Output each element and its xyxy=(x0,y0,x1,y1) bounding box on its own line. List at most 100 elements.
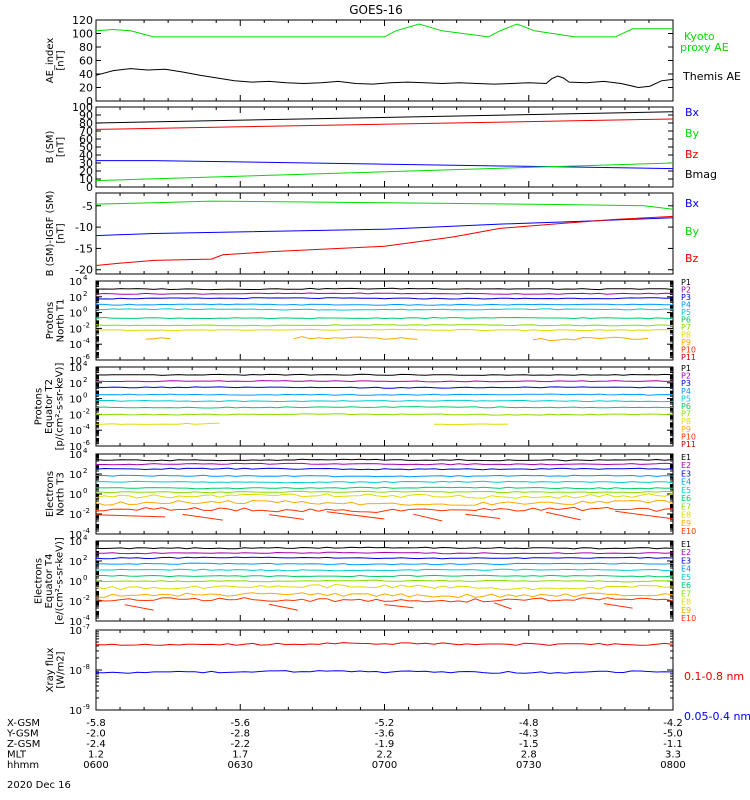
ytick-label: 0 xyxy=(86,95,93,108)
panel-xray-frame xyxy=(95,629,674,711)
electrons_t3-series-e10 xyxy=(95,506,674,514)
electrons_t3-e10-fragment xyxy=(615,510,674,520)
row-x-gsm-value: -4.8 xyxy=(519,718,539,729)
ytick-label: 10 xyxy=(69,510,82,521)
protons_t2-ylabel-1: Equator T2 xyxy=(44,379,55,434)
ytick-label: 10 xyxy=(69,442,82,453)
legend-electrons_t4-e5: E5 xyxy=(681,573,691,582)
protons_t2-series-p2 xyxy=(95,380,674,383)
xray-series-1 xyxy=(95,670,674,674)
legend-electrons_t3-e1: E1 xyxy=(681,453,691,462)
row-mlt-value: 1.7 xyxy=(232,750,248,761)
bsm-ylabel-1: [nT] xyxy=(55,137,66,157)
ytick-label: 10 xyxy=(69,470,82,481)
electrons_t4-series-e8 xyxy=(95,583,674,591)
ytick-label: 10 xyxy=(69,379,82,390)
legend-protons_t1-p9: P9 xyxy=(681,338,691,347)
electrons_t4-e10-fragment xyxy=(124,604,154,611)
legend-protons_t1-p4: P4 xyxy=(681,301,691,310)
legend-protons_t2-p7: P7 xyxy=(681,410,691,419)
electrons_t3-e10-fragment xyxy=(465,513,500,519)
protons_t1-series-p3 xyxy=(95,297,674,300)
legend-xray-long: 0.1-0.8 nm xyxy=(684,670,744,683)
legend-bigrf-bx: Bx xyxy=(685,197,700,210)
row-z-gsm-value: -2.2 xyxy=(230,739,250,750)
protons_t1-series-p1 xyxy=(95,287,674,291)
row-y-gsm-value: -2.8 xyxy=(230,729,250,740)
panel-ae-frame xyxy=(95,19,674,102)
ytick-label: 100 xyxy=(72,101,93,114)
electrons_t4-series-e7 xyxy=(95,579,674,583)
electrons_t3-series-e6 xyxy=(95,486,674,490)
legend-electrons_t4-e3: E3 xyxy=(681,556,691,565)
ytick-exponent: -6 xyxy=(83,353,91,361)
protons_t2-series-p5 xyxy=(95,399,674,403)
electrons_t4-series-e2 xyxy=(95,551,674,555)
ytick-label: 10 xyxy=(69,490,82,501)
ae-series-1 xyxy=(95,68,674,89)
ytick-exponent: -6 xyxy=(83,439,91,447)
electrons_t4-series-e6 xyxy=(96,574,674,578)
row-hhmm-value: 0600 xyxy=(83,760,108,771)
ytick-exponent: -7 xyxy=(83,623,90,631)
legend-electrons_t3-e2: E2 xyxy=(681,461,691,470)
legend-bsm-bmag: Bmag xyxy=(685,168,717,181)
row-hhmm-value: 0800 xyxy=(660,760,685,771)
ytick-exponent: 2 xyxy=(83,467,87,475)
electrons_t4-series-e1 xyxy=(95,546,674,550)
legend-electrons_t3-e10: E10 xyxy=(681,527,696,536)
row-z-gsm-value: -1.1 xyxy=(663,739,683,750)
row-x-gsm-value: -4.2 xyxy=(663,718,683,729)
bsm-series-bx xyxy=(96,160,674,170)
electrons_t4-ylabel-1: Equator T4 xyxy=(44,554,55,609)
protons_t1-ylabel-0: Protons xyxy=(45,302,56,339)
ytick-exponent: 0 xyxy=(83,574,87,582)
row-mlt-value: 1.2 xyxy=(88,750,104,761)
legend-bsm-bx: Bx xyxy=(685,106,700,119)
row-hhmm-value: 0700 xyxy=(372,760,397,771)
legend-protons_t1-p2: P2 xyxy=(681,286,691,295)
row-y-gsm-value: -4.3 xyxy=(519,729,539,740)
legend-protons_t2-p9: P9 xyxy=(681,425,691,434)
protons_t2-series-p7 xyxy=(95,413,674,416)
ytick-exponent: 4 xyxy=(83,447,88,455)
electrons_t4-series-e4 xyxy=(95,562,674,566)
ytick-exponent: 0 xyxy=(83,306,87,314)
legend-electrons_t3-e6: E6 xyxy=(681,494,691,503)
bsm-ylabel-0: B (SM) xyxy=(45,130,56,163)
ytick-exponent: -4 xyxy=(83,337,91,345)
legend-protons_t1-p1: P1 xyxy=(681,278,691,287)
electrons_t3-series-e7 xyxy=(95,490,674,494)
legend-electrons_t3-e5: E5 xyxy=(681,486,691,495)
ytick-label: 10 xyxy=(69,537,82,548)
legend-electrons_t3-e3: E3 xyxy=(681,469,691,478)
bigrf-ylabel-1: [nT] xyxy=(55,223,66,243)
protons_t1-series-p2 xyxy=(95,292,674,295)
ae-ylabel-1: [nT] xyxy=(55,50,66,70)
ytick-label: 40 xyxy=(79,68,93,81)
ytick-exponent: -2 xyxy=(83,594,90,602)
row-x-gsm-value: -5.6 xyxy=(230,718,250,729)
panel-b_sm-frame xyxy=(95,106,674,188)
ytick-label: 60 xyxy=(79,55,93,68)
ytick-label: 90 xyxy=(79,109,93,122)
row-z-gsm-value: -1.5 xyxy=(519,739,539,750)
protons_t1-series-p7 xyxy=(95,324,674,327)
legend-protons_t2-p3: P3 xyxy=(681,379,691,388)
bigrf-ylabel-0: B (SM)-IGRF (SM) xyxy=(45,191,56,277)
ytick-label: -5 xyxy=(82,200,93,213)
electrons_t3-e10-fragment xyxy=(413,513,443,522)
legend-protons_t2-p2: P2 xyxy=(681,372,691,381)
ae-ylabel-0: AE_index xyxy=(45,38,56,84)
ytick-label: 10 xyxy=(69,557,82,568)
legend-electrons_t3-e9: E9 xyxy=(681,519,691,528)
ytick-label: 10 xyxy=(79,173,93,186)
protons_t2-series-p3 xyxy=(95,386,674,389)
legend-electrons_t4-e1: E1 xyxy=(681,540,691,549)
